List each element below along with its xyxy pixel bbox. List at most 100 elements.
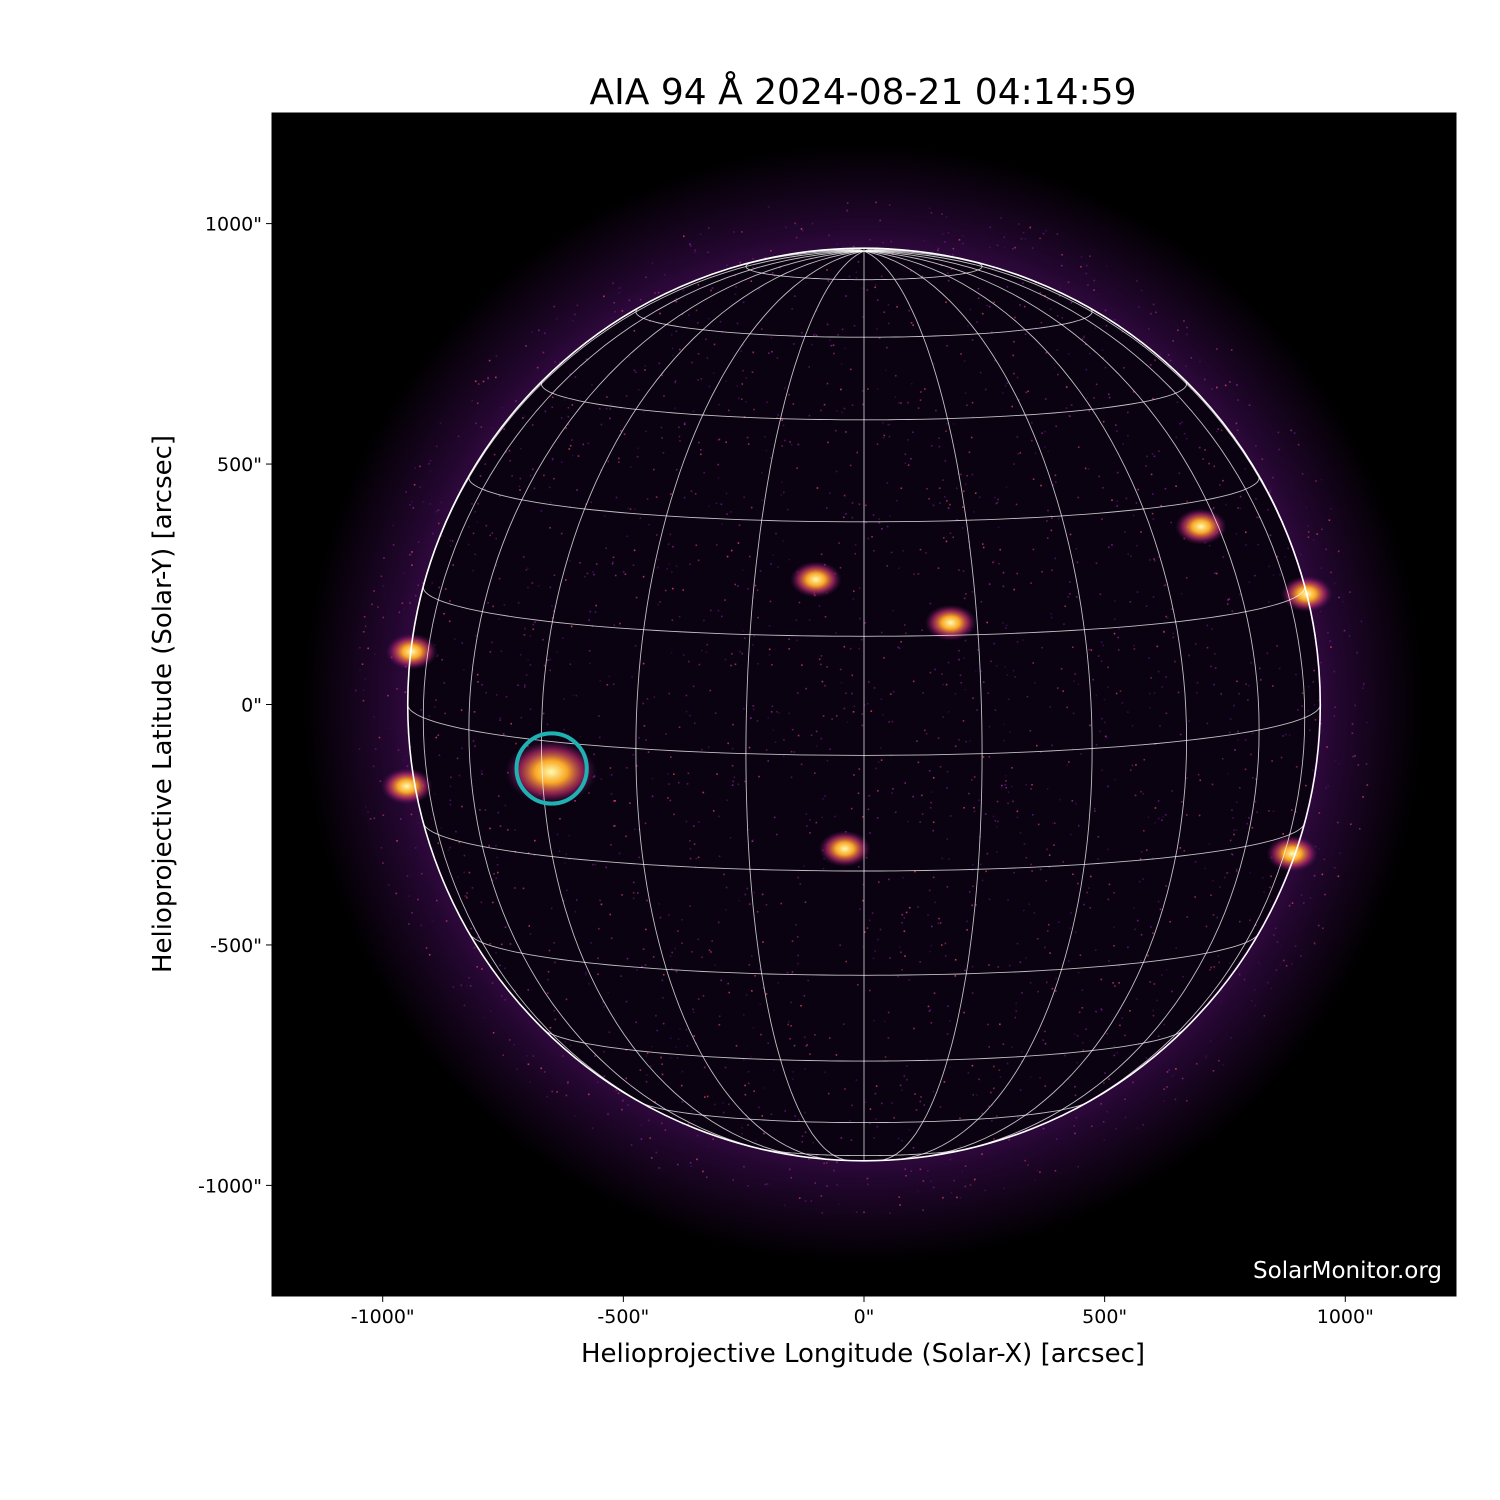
speckle <box>585 358 588 360</box>
speckle <box>572 694 575 696</box>
speckle <box>840 1137 843 1139</box>
speckle <box>637 447 640 450</box>
speckle <box>972 863 974 866</box>
speckle <box>615 1089 618 1092</box>
speckle <box>792 403 795 405</box>
speckle <box>487 377 489 380</box>
speckle <box>1338 762 1340 765</box>
speckle <box>754 974 756 977</box>
speckle <box>1362 683 1365 686</box>
speckle <box>355 689 357 692</box>
speckle <box>519 489 521 491</box>
speckle <box>855 271 858 274</box>
speckle <box>579 735 582 738</box>
speckle <box>700 378 703 380</box>
speckle <box>493 872 495 875</box>
speckle <box>1008 964 1011 967</box>
speckle <box>1159 725 1161 727</box>
speckle <box>1342 600 1345 603</box>
speckle <box>925 732 928 735</box>
speckle <box>1247 698 1249 701</box>
speckle <box>1148 657 1150 659</box>
speckle <box>734 293 737 296</box>
speckle <box>915 1109 918 1111</box>
speckle <box>496 863 499 866</box>
speckle <box>661 1073 664 1076</box>
speckle <box>971 992 974 994</box>
speckle <box>678 426 680 429</box>
speckle <box>743 707 745 710</box>
speckle <box>1317 924 1320 927</box>
speckle <box>1060 264 1063 267</box>
speckle <box>551 617 554 619</box>
speckle <box>1183 850 1186 852</box>
speckle <box>409 602 411 604</box>
speckle <box>852 590 855 593</box>
speckle <box>993 496 996 499</box>
speckle <box>876 443 879 446</box>
speckle <box>805 282 807 284</box>
speckle <box>382 585 384 587</box>
speckle <box>776 710 778 713</box>
speckle <box>1139 858 1142 860</box>
speckle <box>1035 327 1037 329</box>
speckle <box>1033 912 1036 914</box>
speckle <box>1024 237 1027 240</box>
speckle <box>1075 596 1078 598</box>
speckle <box>683 496 686 499</box>
speckle <box>1179 847 1182 849</box>
speckle <box>867 808 870 811</box>
speckle <box>697 938 700 941</box>
speckle <box>851 404 854 406</box>
speckle <box>882 241 885 244</box>
speckle <box>872 957 875 960</box>
speckle <box>1005 786 1007 789</box>
speckle <box>1112 982 1114 984</box>
speckle <box>1337 875 1340 878</box>
speckle <box>853 774 855 776</box>
speckle <box>1061 253 1063 256</box>
speckle <box>1165 968 1168 971</box>
speckle <box>689 563 691 566</box>
speckle <box>695 857 698 860</box>
speckle <box>1101 769 1103 772</box>
speckle <box>716 773 718 775</box>
speckle <box>937 922 940 925</box>
speckle <box>681 1101 684 1103</box>
speckle <box>883 311 886 314</box>
speckle <box>517 602 520 604</box>
speckle <box>672 545 674 548</box>
speckle <box>435 736 438 739</box>
speckle <box>614 825 616 827</box>
speckle <box>715 544 718 546</box>
speckle <box>662 1022 665 1025</box>
speckle <box>499 717 502 719</box>
speckle <box>947 231 950 234</box>
speckle <box>929 671 932 674</box>
speckle <box>796 467 798 470</box>
speckle <box>502 733 505 735</box>
speckle <box>949 1020 951 1022</box>
speckle <box>1224 876 1226 879</box>
speckle <box>488 359 491 362</box>
speckle <box>411 911 413 914</box>
speckle <box>1118 982 1120 984</box>
speckle <box>1016 436 1019 438</box>
speckle <box>629 466 632 468</box>
speckle <box>870 710 873 712</box>
speckle <box>1175 485 1177 488</box>
speckle <box>1181 421 1183 424</box>
speckle <box>1019 1089 1022 1091</box>
speckle <box>1028 903 1031 906</box>
speckle <box>1084 467 1087 470</box>
speckle <box>1226 603 1229 605</box>
speckle <box>1152 1009 1154 1012</box>
speckle <box>642 662 645 665</box>
speckle <box>980 670 983 673</box>
speckle <box>1015 1002 1018 1005</box>
speckle <box>1153 559 1156 562</box>
speckle <box>741 231 743 233</box>
speckle <box>443 682 446 684</box>
speckle <box>1284 555 1286 558</box>
speckle <box>496 856 499 859</box>
